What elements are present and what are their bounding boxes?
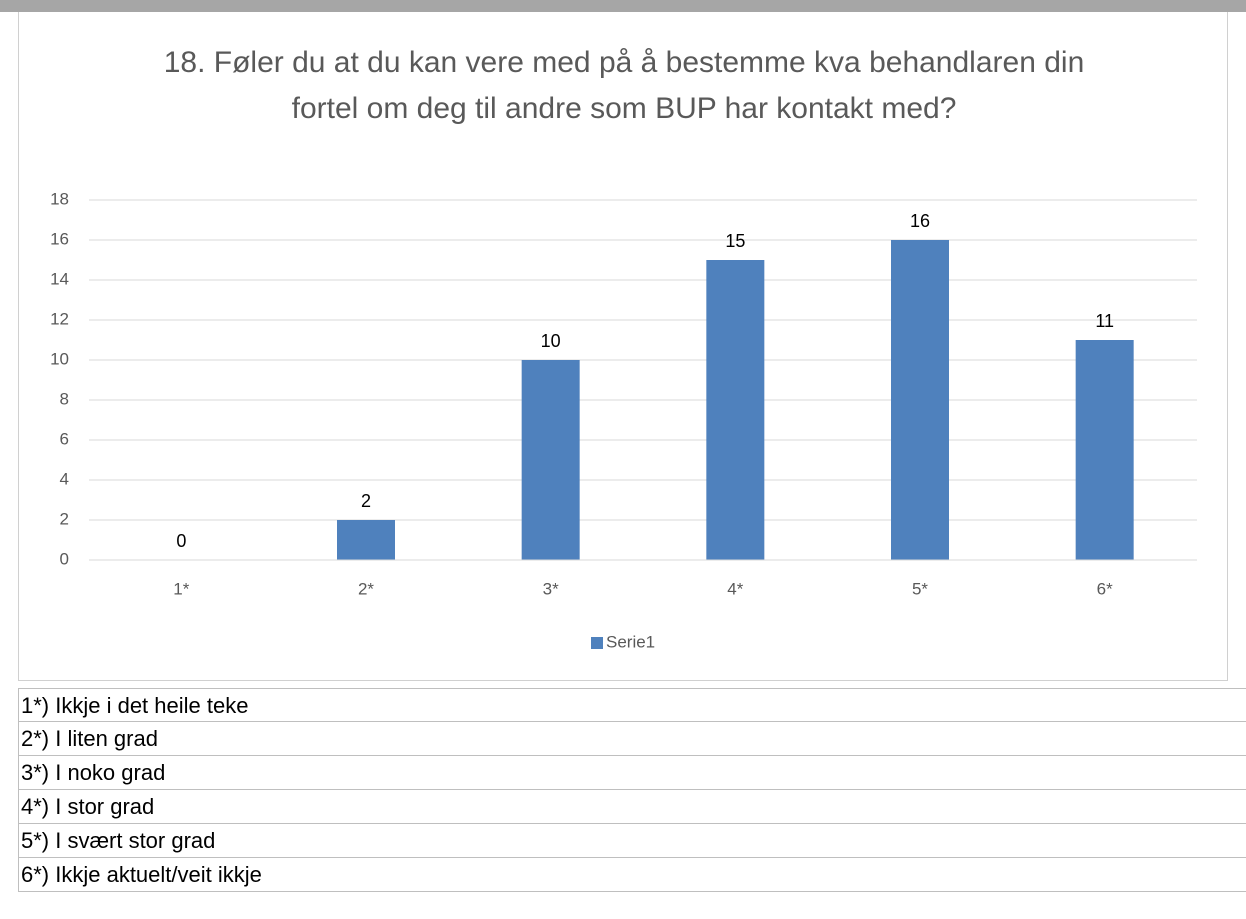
bar: [706, 260, 765, 560]
chart-title: 18. Føler du at du kan vere med på å bes…: [163, 46, 1085, 125]
y-tick-label: 6: [60, 429, 69, 448]
bar: [1075, 340, 1134, 560]
y-tick-label: 18: [50, 189, 69, 208]
y-tick-label: 0: [60, 549, 69, 568]
y-tick-label: 14: [50, 269, 69, 288]
footnote-row: 4*) I stor grad: [18, 790, 1246, 824]
x-tick-label: 5*: [912, 579, 928, 598]
data-label: 0: [176, 531, 186, 551]
data-label: 15: [725, 231, 745, 251]
footnote-table: 1*) Ikkje i det heile teke 2*) I liten gr…: [18, 688, 1246, 892]
x-tick-label: 1*: [173, 579, 189, 598]
data-label: 10: [541, 331, 561, 351]
data-label: 16: [910, 211, 930, 231]
y-tick-label: 10: [50, 349, 69, 368]
bar: [521, 360, 580, 560]
y-tick-label: 2: [60, 509, 69, 528]
legend-label: Serie1: [606, 632, 655, 651]
x-tick-label: 3*: [543, 579, 559, 598]
footnote-row: 5*) I svært stor grad: [18, 824, 1246, 858]
top-bar: [0, 0, 1246, 12]
y-tick-label: 12: [50, 309, 69, 328]
legend-swatch: [591, 637, 603, 649]
data-label: 2: [361, 491, 371, 511]
y-tick-label: 4: [60, 469, 69, 488]
footnote-row: 1*) Ikkje i det heile teke: [18, 688, 1246, 722]
chart-box: 0 2 4 6 8 10 12 14 16 18 1* 0 2* 2 3* 10 4* 15 5* 16 6* 11 Ser…: [18, 12, 1228, 681]
x-tick-label: 6*: [1097, 579, 1113, 598]
x-tick-label: 2*: [358, 579, 374, 598]
data-label: 11: [1095, 311, 1114, 331]
chart: 0 2 4 6 8 10 12 14 16 18 1* 0 2* 2 3* 10 4* 15 5* 16 6* 11 Ser…: [50, 189, 1197, 651]
x-tick-label: 4*: [727, 579, 743, 598]
footnote-row: 2*) I liten grad: [18, 722, 1246, 756]
bar: [891, 240, 949, 560]
footnote-row: 6*) Ikkje aktuelt/veit ikkje: [18, 858, 1246, 892]
y-tick-label: 16: [50, 229, 69, 248]
y-tick-label: 8: [60, 389, 69, 408]
bar: [337, 520, 395, 560]
footnote-row: 3*) I noko grad: [18, 756, 1246, 790]
